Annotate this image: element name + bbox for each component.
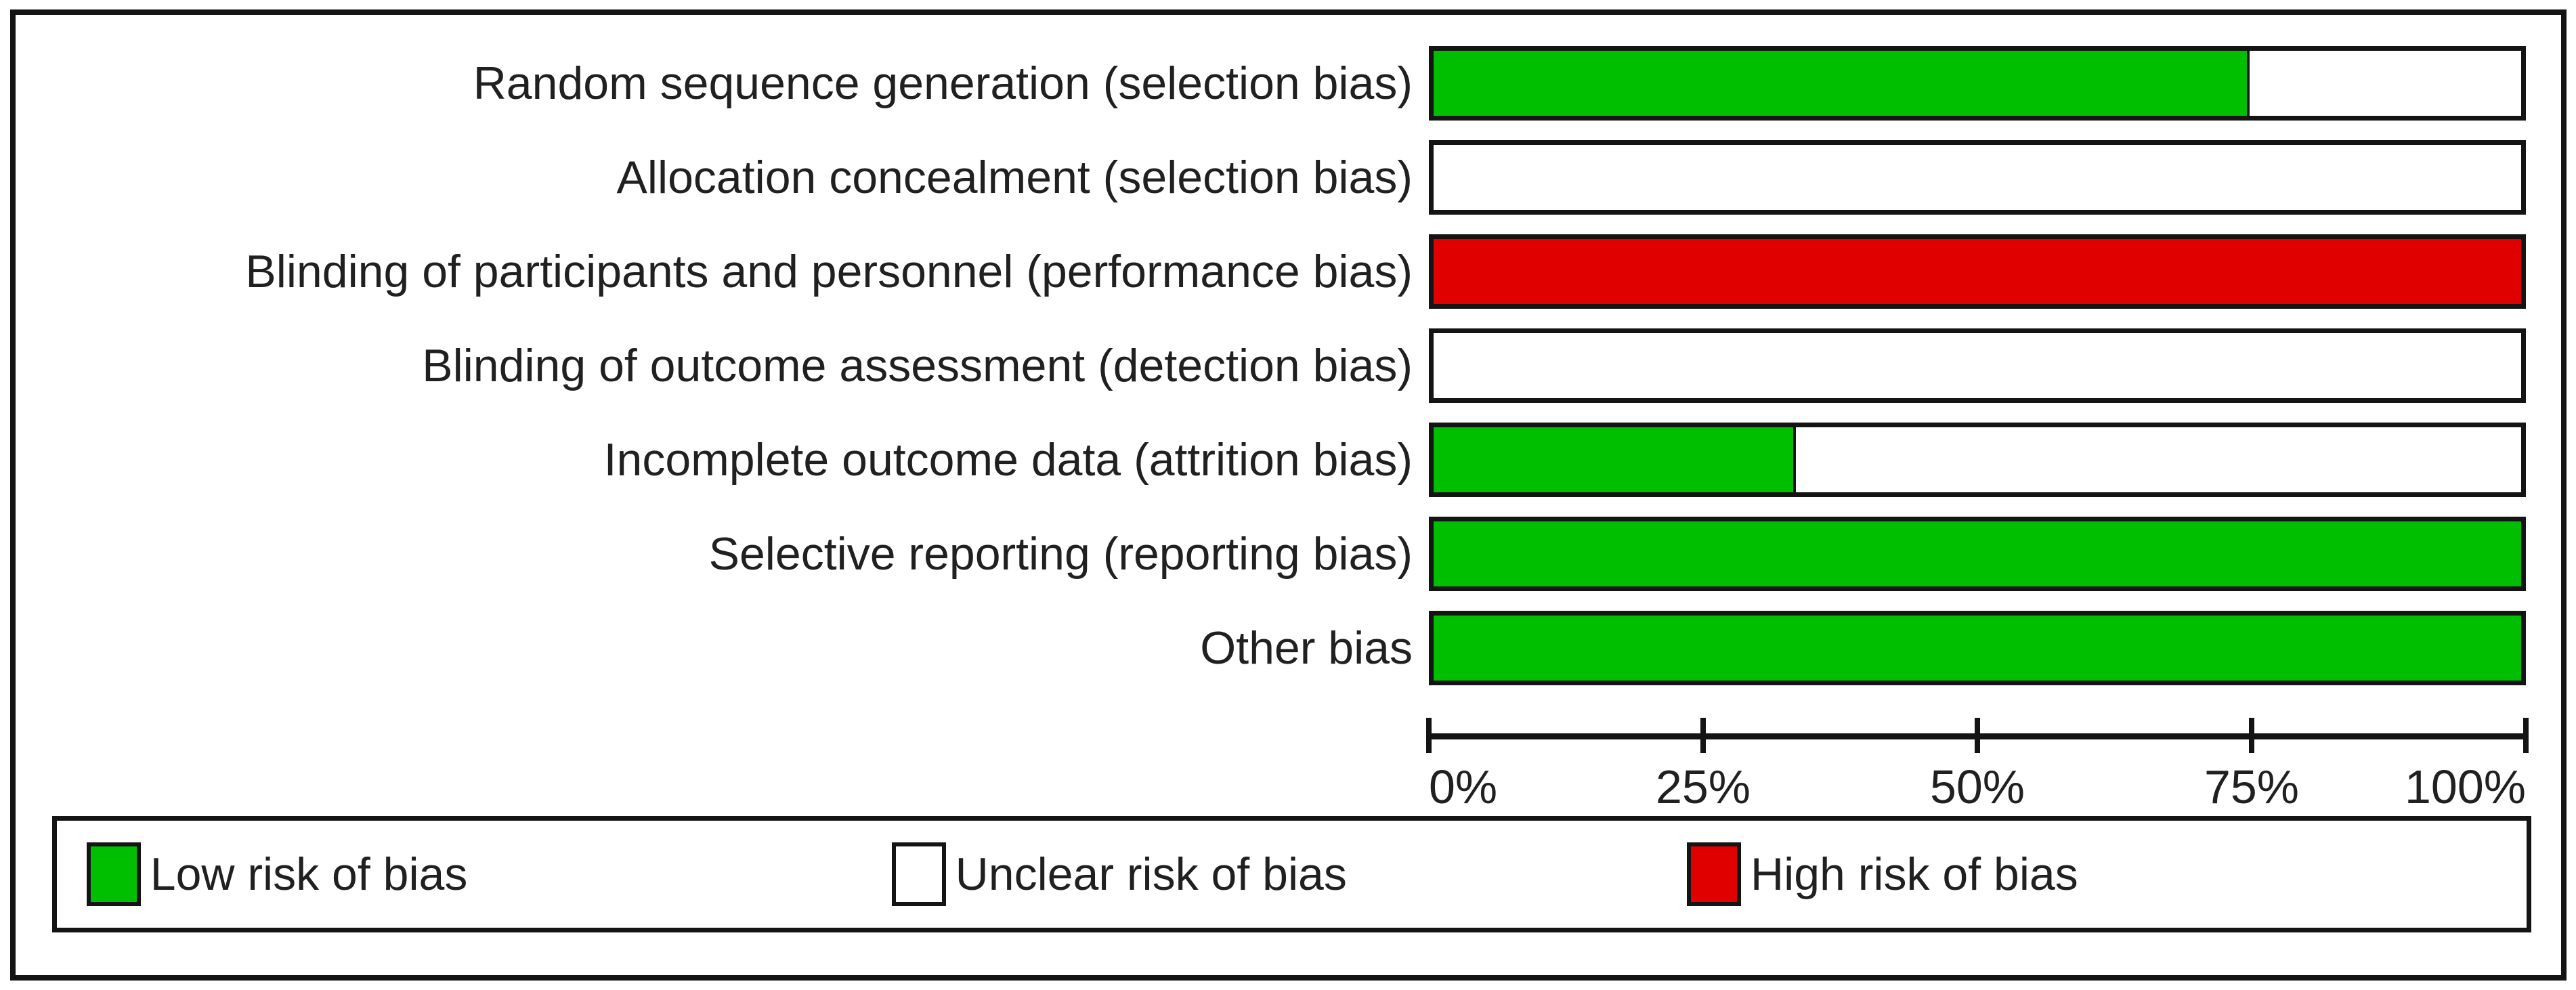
bar-segment-low — [1434, 51, 2250, 116]
legend-swatch-high — [1687, 842, 1742, 906]
bar-segment-low — [1434, 521, 2521, 586]
legend-swatch-low — [86, 842, 141, 906]
bias-row-label: Blinding of participants and personnel (… — [245, 246, 1413, 297]
bias-row-label: Other bias — [1200, 622, 1413, 674]
bar-segment-unclear — [1434, 145, 2521, 210]
bias-row-label: Allocation concealment (selection bias) — [616, 152, 1413, 203]
bias-row: Other bias — [16, 611, 2561, 685]
axis-tick-label: 0% — [1429, 760, 1498, 813]
axis-tick — [2249, 718, 2254, 753]
bias-row: Incomplete outcome data (attrition bias) — [16, 423, 2561, 497]
chart-frame: Random sequence generation (selection bi… — [10, 9, 2567, 981]
axis-tick-label: 100% — [2404, 760, 2526, 813]
axis-tick-label: 50% — [1929, 760, 2025, 813]
bias-row: Selective reporting (reporting bias) — [16, 517, 2561, 591]
bias-row-label: Selective reporting (reporting bias) — [708, 528, 1413, 580]
bias-bar — [1429, 517, 2526, 591]
legend-item: Low risk of bias — [86, 842, 468, 906]
bias-bar — [1429, 46, 2526, 121]
legend-item-label: High risk of bias — [1751, 848, 2078, 900]
bias-row: Blinding of outcome assessment (detectio… — [16, 328, 2561, 403]
bar-segment-unclear — [1795, 427, 2521, 492]
legend: Low risk of bias Unclear risk of bias Hi… — [52, 816, 2531, 932]
legend-item: High risk of bias — [1687, 842, 2078, 906]
bias-row: Blinding of participants and personnel (… — [16, 234, 2561, 309]
bias-bar — [1429, 234, 2526, 309]
bias-row: Random sequence generation (selection bi… — [16, 46, 2561, 121]
legend-item: Unclear risk of bias — [891, 842, 1347, 906]
bias-bar — [1429, 611, 2526, 685]
axis-tick-label: 75% — [2204, 760, 2300, 813]
x-axis: 0% 25% 50% 75% 100% — [1426, 718, 2529, 826]
bias-bar — [1429, 328, 2526, 403]
bias-row-label: Random sequence generation (selection bi… — [473, 58, 1413, 109]
bias-row: Allocation concealment (selection bias) — [16, 140, 2561, 215]
bar-segment-unclear — [2249, 51, 2521, 116]
legend-item-label: Low risk of bias — [150, 848, 468, 900]
axis-tick — [1700, 718, 1706, 753]
axis-tick-label: 25% — [1655, 760, 1751, 813]
bias-row-label: Incomplete outcome data (attrition bias) — [603, 434, 1413, 486]
legend-item-label: Unclear risk of bias — [955, 848, 1347, 900]
axis-tick — [1426, 718, 1432, 753]
legend-swatch-unclear — [891, 842, 946, 906]
bias-bar — [1429, 423, 2526, 497]
bias-row-label: Blinding of outcome assessment (detectio… — [422, 340, 1413, 391]
bias-rows: Random sequence generation (selection bi… — [16, 46, 2561, 705]
bias-bar — [1429, 140, 2526, 215]
bar-segment-high — [1434, 239, 2521, 304]
axis-tick — [1975, 718, 1980, 753]
bar-segment-low — [1434, 427, 1796, 492]
axis-tick — [2523, 718, 2529, 753]
bar-segment-unclear — [1434, 333, 2521, 398]
bar-segment-low — [1434, 616, 2521, 681]
